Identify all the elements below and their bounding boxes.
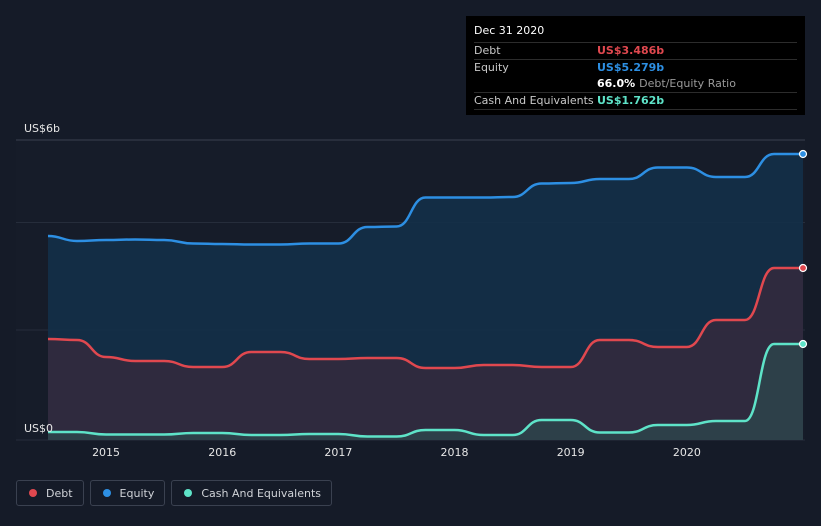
legend-dot-equity — [102, 489, 111, 497]
y-tick-label-bottom: US$0 — [24, 422, 53, 435]
end-marker-debt — [798, 263, 808, 273]
area-debt — [48, 268, 803, 440]
end-marker-cash-and-equivalents — [798, 339, 808, 349]
series-end-markers — [798, 149, 808, 349]
legend-label-equity: Equity — [119, 486, 155, 500]
tooltip-label-cash: Cash And Equivalents — [474, 94, 594, 107]
tooltip-ratio-spacer — [474, 76, 597, 92]
tooltip-row-cash: Cash And Equivalents US$1.762b — [474, 93, 797, 110]
legend-dot-cash — [184, 489, 193, 497]
end-marker-equity — [798, 149, 808, 159]
data-tooltip: Dec 31 2020 Debt US$3.486b Equity US$5.2… — [466, 16, 805, 115]
x-tick-label-2018: 2018 — [441, 446, 469, 459]
series-areas — [48, 154, 803, 440]
tooltip-row-equity: Equity US$5.279b — [474, 60, 797, 76]
tooltip-ratio-label: Debt/Equity Ratio — [639, 77, 736, 90]
area-cash-and-equivalents — [48, 344, 803, 440]
tooltip-value-equity: US$5.279b — [597, 61, 665, 74]
legend-item-cash[interactable]: Cash And Equivalents — [171, 480, 332, 506]
legend-label-debt: Debt — [46, 486, 73, 500]
x-tick-labels: 2015 2016 2017 2018 2019 2020 — [92, 446, 701, 459]
legend-item-debt[interactable]: Debt — [16, 480, 84, 506]
x-tick-label-2020: 2020 — [673, 446, 701, 459]
x-tick-label-2019: 2019 — [557, 446, 585, 459]
tooltip-row-debt: Debt US$3.486b — [474, 43, 797, 60]
x-tick-label-2016: 2016 — [208, 446, 236, 459]
legend-dot-debt — [29, 489, 37, 497]
line-cash-and-equivalents — [47, 342, 803, 438]
series-lines — [47, 152, 803, 438]
y-tick-label-top: US$6b — [24, 122, 60, 135]
legend-label-cash: Cash And Equivalents — [201, 486, 321, 500]
legend-item-equity[interactable]: Equity — [89, 480, 166, 506]
tooltip-row-ratio: 66.0% Debt/Equity Ratio — [474, 76, 797, 93]
tooltip-value-cash: US$1.762b — [597, 94, 665, 107]
x-tick-label-2015: 2015 — [92, 446, 120, 459]
tooltip-label-equity: Equity — [474, 61, 509, 74]
line-debt — [47, 266, 803, 370]
tooltip-ratio-value: 66.0% — [597, 77, 636, 90]
x-tick-label-2017: 2017 — [324, 446, 352, 459]
tooltip-date: Dec 31 2020 — [474, 24, 797, 43]
chart-legend: Debt Equity Cash And Equivalents — [16, 480, 332, 506]
tooltip-value-debt: US$3.486b — [597, 44, 665, 57]
tooltip-label-debt: Debt — [474, 44, 501, 57]
line-equity — [47, 152, 803, 246]
